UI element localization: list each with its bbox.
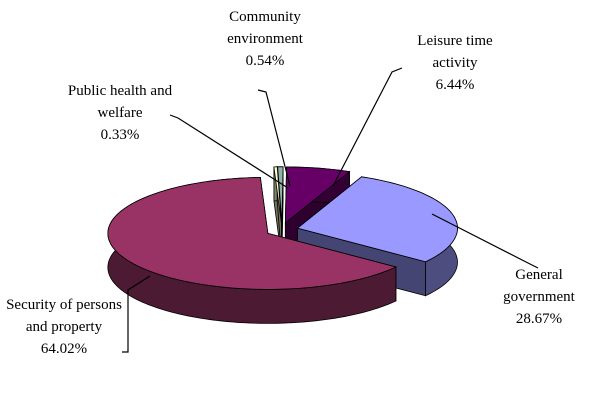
leader-line — [169, 114, 289, 189]
slice — [277, 166, 284, 223]
leader-line — [257, 89, 291, 187]
label: Community environment 0.54% — [200, 6, 330, 72]
leader-line — [122, 275, 151, 353]
slices — [107, 166, 458, 324]
label-name: General government — [503, 267, 575, 305]
label-value: 0.33% — [100, 127, 140, 143]
label: Public health and welfare 0.33% — [60, 80, 180, 146]
slice — [284, 166, 351, 224]
label-name: Security of persons and property — [6, 297, 122, 335]
label-value: 64.02% — [40, 341, 88, 357]
leader-line — [431, 213, 539, 269]
leader-lines — [122, 67, 539, 353]
slice — [107, 177, 398, 290]
label-value: 0.54% — [245, 53, 285, 69]
label-name: Public health and welfare — [67, 83, 173, 121]
label: General government 28.67% — [478, 264, 594, 330]
slice — [296, 176, 458, 263]
label-name: Community environment — [227, 9, 303, 47]
label-value: 6.44% — [435, 77, 475, 93]
label-value: 28.67% — [515, 311, 563, 327]
leader-line — [332, 67, 403, 187]
label: Leisure time activity 6.44% — [395, 30, 515, 96]
label: Security of persons and property 64.02% — [4, 294, 124, 360]
label-name: Leisure time activity — [417, 33, 493, 71]
